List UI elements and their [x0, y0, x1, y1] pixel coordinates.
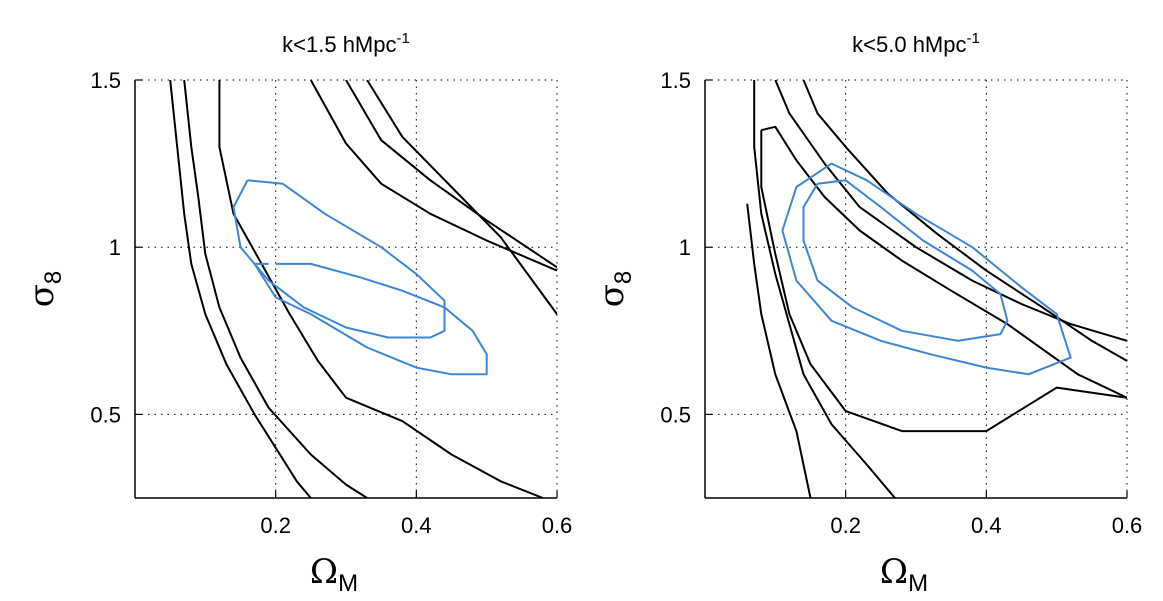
contour-group — [746, 80, 1127, 498]
chart-title-text: k<1.5 hMpc — [282, 32, 396, 57]
contour-black-loop — [760, 125, 1127, 433]
x-tick-label: 0.6 — [542, 513, 573, 538]
x-axis-label-main: Ω — [310, 552, 338, 592]
contour-black-left-short — [746, 203, 812, 498]
contour-black-upper-right-2 — [345, 80, 557, 269]
x-tick-label: 0.6 — [1112, 513, 1143, 538]
x-tick-label: 0.4 — [401, 513, 432, 538]
x-axis-label-subscript: M — [908, 570, 928, 597]
x-tick-label: 0.2 — [830, 513, 861, 538]
contour-group — [169, 80, 557, 498]
contour-black-outer-left — [169, 80, 312, 498]
plot-area — [135, 80, 557, 498]
y-axis-label-subscript: 8 — [40, 271, 67, 284]
y-tick-label: 0.5 — [90, 402, 121, 427]
y-tick-label: 1.5 — [660, 68, 691, 93]
contour-black-upper-right-3 — [366, 80, 557, 315]
chart-title: k<5.0 hMpc-1 — [852, 30, 980, 57]
x-axis-label-main: Ω — [880, 552, 908, 592]
chart-title-superscript: -1 — [397, 30, 410, 47]
contour-black-inner-left — [183, 80, 368, 498]
chart-title: k<1.5 hMpc-1 — [282, 30, 410, 57]
y-axis-label-main: σ — [592, 284, 632, 307]
y-axis-label-main: σ — [22, 284, 62, 307]
contour-blue-inner — [802, 179, 1009, 342]
y-axis-label: σ8 — [592, 271, 637, 308]
y-axis-label: σ8 — [22, 271, 67, 308]
y-tick-label: 1 — [109, 235, 121, 260]
y-tick-label: 0.5 — [660, 402, 691, 427]
x-tick-label: 0.2 — [260, 513, 291, 538]
y-tick-label: 1.5 — [90, 68, 121, 93]
contour-black-diagonal — [218, 80, 544, 498]
chart-title-superscript: -1 — [967, 30, 980, 47]
contour-blue-inner — [232, 179, 446, 339]
contour-black-left-long — [753, 80, 896, 498]
contour-blue-outer — [781, 162, 1072, 376]
y-tick-label: 1 — [679, 235, 691, 260]
x-tick-label: 0.4 — [971, 513, 1002, 538]
contour-black-upper-right-1 — [774, 80, 1127, 342]
x-axis-label: ΩM — [880, 552, 928, 597]
y-axis-label-subscript: 8 — [610, 271, 637, 284]
contour-blue-outer — [253, 262, 488, 376]
contour-black-upper-right-1 — [309, 80, 557, 272]
contour-black-upper-right-2 — [802, 80, 1127, 362]
plot-area — [705, 80, 1127, 498]
x-axis-label-subscript: M — [338, 570, 358, 597]
chart-title-text: k<5.0 hMpc — [852, 32, 966, 57]
x-axis-label: ΩM — [310, 552, 358, 597]
